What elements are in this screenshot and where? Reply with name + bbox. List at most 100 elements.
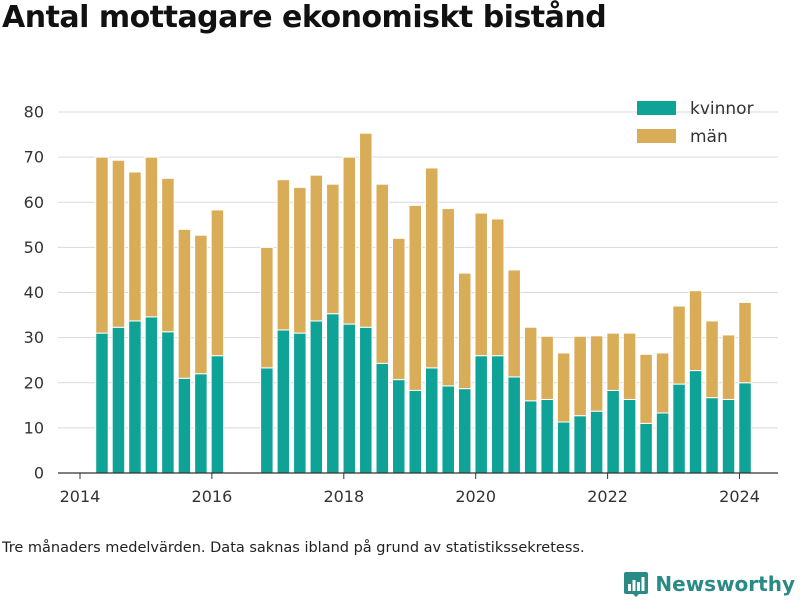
bar-kvinnor xyxy=(210,355,225,474)
y-tick-label: 20 xyxy=(24,373,44,392)
bar-kvinnor xyxy=(589,410,604,474)
footnote: Tre månaders medelvärden. Data saknas ib… xyxy=(2,540,585,556)
bar-chart-logo-icon xyxy=(624,572,649,597)
brand-name: Newsworthy xyxy=(655,572,795,596)
bar-män xyxy=(95,156,109,334)
bar-män xyxy=(161,177,175,333)
bar-kvinnor xyxy=(606,389,620,474)
bar-kvinnor xyxy=(128,320,142,474)
bar-män xyxy=(639,353,653,424)
x-tick-label: 2024 xyxy=(719,487,760,506)
bar-män xyxy=(194,234,208,375)
bar-kvinnor xyxy=(573,415,587,474)
bar-kvinnor xyxy=(177,377,192,474)
bar-kvinnor xyxy=(111,326,126,474)
bar-kvinnor xyxy=(441,385,455,474)
bar-män xyxy=(359,132,373,328)
bar-män xyxy=(342,156,357,325)
y-tick-label: 70 xyxy=(24,148,44,167)
bar-män xyxy=(523,326,538,402)
bar-män xyxy=(573,335,587,417)
y-tick-label: 10 xyxy=(24,418,44,437)
bar-kvinnor xyxy=(260,367,274,474)
bar-män xyxy=(408,204,423,391)
bar-kvinnor xyxy=(474,355,488,474)
bar-män xyxy=(210,209,225,357)
bar-kvinnor xyxy=(639,422,653,474)
bar-män xyxy=(128,171,142,322)
bar-kvinnor xyxy=(738,382,752,474)
x-tick-label: 2016 xyxy=(192,487,233,506)
bar-kvinnor xyxy=(540,398,554,474)
y-tick-label: 30 xyxy=(24,328,44,347)
y-tick-label: 40 xyxy=(24,283,44,302)
bar-män xyxy=(672,305,686,385)
bar-män xyxy=(721,334,736,400)
bar-kvinnor xyxy=(424,367,439,474)
bar-kvinnor xyxy=(556,421,571,474)
bar-män xyxy=(441,208,455,387)
bar-män xyxy=(589,335,604,412)
chart-title: Antal mottagare ekonomiskt bistånd xyxy=(2,0,607,35)
bar-kvinnor xyxy=(705,397,719,474)
bar-män xyxy=(556,352,571,423)
x-tick-label: 2020 xyxy=(455,487,496,506)
bar-kvinnor xyxy=(721,398,736,474)
bar-män xyxy=(540,335,554,400)
y-tick-label: 80 xyxy=(24,103,44,122)
bar-kvinnor xyxy=(144,316,159,474)
bar-kvinnor xyxy=(655,412,670,474)
bar-män xyxy=(622,332,637,400)
bar-kvinnor xyxy=(309,320,324,474)
bar-män xyxy=(276,179,291,331)
x-tick-label: 2022 xyxy=(587,487,628,506)
bar-kvinnor xyxy=(672,383,686,474)
bar-kvinnor xyxy=(490,355,505,474)
bar-kvinnor xyxy=(523,400,538,474)
bar-män xyxy=(144,156,159,318)
bar-kvinnor xyxy=(375,362,390,474)
y-tick-label: 60 xyxy=(24,193,44,212)
bar-kvinnor xyxy=(161,331,175,474)
y-tick-label: 0 xyxy=(34,464,44,483)
bar-män xyxy=(507,269,521,378)
legend-swatch-kvinnor xyxy=(637,101,676,115)
bar-män xyxy=(457,272,472,390)
bar-kvinnor xyxy=(688,370,703,474)
legend-swatch-män xyxy=(637,129,676,143)
bar-män xyxy=(309,174,324,322)
bar-kvinnor xyxy=(276,329,291,474)
brand: Newsworthy xyxy=(623,570,795,598)
bars xyxy=(95,132,752,474)
bar-män xyxy=(655,352,670,414)
legend: kvinnor män xyxy=(637,99,754,147)
legend-label: män xyxy=(690,127,728,147)
bar-män xyxy=(424,167,439,369)
bar-kvinnor xyxy=(194,373,208,474)
bar-kvinnor xyxy=(293,332,307,474)
x-tick-label: 2018 xyxy=(323,487,364,506)
bar-kvinnor xyxy=(342,323,357,474)
bar-män xyxy=(111,159,126,328)
bar-män xyxy=(260,246,274,369)
bar-kvinnor xyxy=(457,388,472,474)
bar-män xyxy=(474,212,488,357)
axes: 0 10 20 30 40 50 60 70 80 2014 2016 2018 2020 2022 202… xyxy=(24,103,778,506)
bar-kvinnor xyxy=(95,332,109,474)
y-tick-label: 50 xyxy=(24,238,44,257)
bar-män xyxy=(738,301,752,384)
bar-kvinnor xyxy=(359,326,373,474)
bar-män xyxy=(326,183,340,315)
bar-män xyxy=(375,183,390,364)
x-tick-label: 2014 xyxy=(60,487,101,506)
bar-män xyxy=(490,218,505,357)
bar-män xyxy=(293,186,307,334)
bar-kvinnor xyxy=(622,398,637,474)
bar-män xyxy=(177,228,192,379)
bar-kvinnor xyxy=(326,313,340,474)
bar-män xyxy=(705,320,719,399)
bar-kvinnor xyxy=(507,376,521,474)
bar-män xyxy=(606,332,620,391)
bar-kvinnor xyxy=(392,379,406,474)
